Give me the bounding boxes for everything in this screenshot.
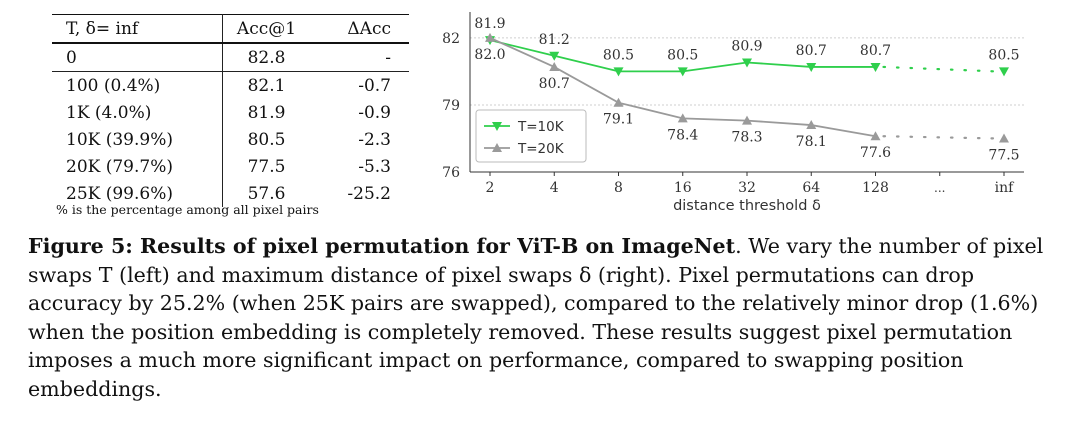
x-tick-label: 8 bbox=[614, 180, 623, 196]
data-point-marker bbox=[613, 97, 624, 107]
data-point-marker bbox=[806, 62, 817, 72]
cell-swaps: 20K (79.7%) bbox=[66, 156, 174, 177]
cell-delta: - bbox=[385, 47, 391, 68]
results-table: T, δ= inf Acc@1 ΔAcc 0 82.8 - 100 (0.4%)… bbox=[52, 14, 409, 207]
table-row: 100 (0.4%) 82.1 -0.7 bbox=[52, 71, 409, 99]
legend-label: T=20K bbox=[517, 141, 565, 157]
header-swaps: T, δ= inf bbox=[66, 18, 139, 39]
data-point-marker bbox=[742, 58, 752, 68]
results-table-container: T, δ= inf Acc@1 ΔAcc 0 82.8 - 100 (0.4%)… bbox=[52, 14, 412, 207]
x-tick-label: inf bbox=[995, 180, 1015, 196]
data-label: 81.9 bbox=[474, 16, 505, 32]
x-tick-label: 16 bbox=[674, 180, 692, 196]
data-point-marker bbox=[485, 32, 495, 42]
cell-swaps: 25K (99.6%) bbox=[66, 183, 174, 204]
table-row: 0 82.8 - bbox=[52, 43, 409, 72]
cell-swaps: 100 (0.4%) bbox=[66, 75, 161, 96]
cell-swaps: 0 bbox=[66, 47, 77, 68]
distance-threshold-chart: 82 79 76 2 4 8 16 32 64 128... inf distance thresho… bbox=[442, 12, 1024, 214]
cell-swaps: 1K (4.0%) bbox=[66, 102, 152, 123]
data-point-marker bbox=[999, 67, 1009, 77]
data-label: 82.0 bbox=[474, 47, 505, 63]
data-label: 77.6 bbox=[860, 145, 891, 161]
legend-label: T=10K bbox=[517, 119, 565, 135]
x-tick-label: ... bbox=[934, 181, 945, 195]
cell-delta: -0.7 bbox=[358, 75, 391, 96]
data-point-marker bbox=[549, 51, 560, 61]
y-tick-label: 79 bbox=[442, 98, 460, 114]
figure-caption: Figure 5: Results of pixel permutation f… bbox=[28, 232, 1058, 403]
x-tick-label: 64 bbox=[802, 180, 820, 196]
cell-delta: -5.3 bbox=[358, 156, 391, 177]
data-label: 77.5 bbox=[988, 147, 1019, 163]
y-tick-label: 82 bbox=[442, 31, 460, 47]
cell-swaps: 10K (39.9%) bbox=[66, 129, 174, 150]
data-point-marker bbox=[613, 67, 624, 77]
cell-acc: 82.8 bbox=[222, 43, 310, 72]
legend-box bbox=[475, 109, 587, 163]
x-axis-label: distance threshold δ bbox=[673, 198, 821, 214]
data-label: 78.4 bbox=[667, 127, 698, 143]
data-label: 80.7 bbox=[796, 43, 827, 59]
data-point-marker bbox=[677, 113, 688, 123]
table-row: 1K (4.0%) 81.9 -0.9 bbox=[52, 99, 409, 126]
x-tick-label: 4 bbox=[550, 180, 559, 196]
x-tick-label: 2 bbox=[486, 180, 495, 196]
y-tick-label: 76 bbox=[442, 165, 460, 181]
table-footnote: % is the percentage among all pixel pair… bbox=[56, 202, 319, 217]
data-point-marker bbox=[999, 133, 1009, 143]
caption-text: . We vary the number of pixel swaps T (l… bbox=[28, 234, 1044, 401]
data-label: 80.9 bbox=[731, 38, 762, 54]
data-label: 80.5 bbox=[667, 47, 698, 63]
table-row: 25K (99.6%) 57.6 -25.2 bbox=[52, 180, 409, 207]
cell-acc: 57.6 bbox=[222, 180, 310, 207]
table-row: 20K (79.7%) 77.5 -5.3 bbox=[52, 153, 409, 180]
data-label: 79.1 bbox=[603, 112, 634, 128]
series-dotted-connector bbox=[882, 135, 998, 140]
data-point-marker bbox=[742, 115, 752, 125]
legend-marker bbox=[492, 143, 502, 152]
cell-acc: 80.5 bbox=[222, 126, 310, 153]
data-label: 80.7 bbox=[860, 43, 891, 59]
cell-delta: -2.3 bbox=[358, 129, 391, 150]
cell-delta: -0.9 bbox=[358, 102, 391, 123]
header-acc1: Acc@1 bbox=[222, 14, 310, 43]
x-tick-label: 128 bbox=[862, 180, 889, 196]
data-label: 78.1 bbox=[796, 134, 827, 150]
series-dotted-connector bbox=[882, 65, 998, 73]
figure-label: Figure 5: Results of pixel permutation f… bbox=[28, 234, 736, 258]
x-tick-label: 32 bbox=[738, 180, 756, 196]
cell-acc: 81.9 bbox=[222, 99, 310, 126]
data-point-marker bbox=[806, 120, 817, 130]
data-label: 80.7 bbox=[539, 76, 570, 92]
data-label: 80.5 bbox=[988, 47, 1019, 63]
data-label: 78.3 bbox=[731, 130, 762, 146]
cell-acc: 82.1 bbox=[222, 71, 310, 99]
table-row: 10K (39.9%) 80.5 -2.3 bbox=[52, 126, 409, 153]
data-point-marker bbox=[549, 61, 560, 71]
data-point-marker bbox=[870, 131, 881, 141]
data-label: 81.2 bbox=[539, 32, 570, 48]
data-point-marker bbox=[870, 62, 881, 72]
cell-acc: 77.5 bbox=[222, 153, 310, 180]
legend-marker bbox=[492, 122, 502, 131]
data-point-marker bbox=[677, 67, 688, 77]
data-label: 80.5 bbox=[603, 47, 634, 63]
cell-delta: -25.2 bbox=[347, 183, 391, 204]
header-delta-acc: ΔAcc bbox=[347, 18, 391, 39]
table-header-row: T, δ= inf Acc@1 ΔAcc bbox=[52, 14, 409, 43]
